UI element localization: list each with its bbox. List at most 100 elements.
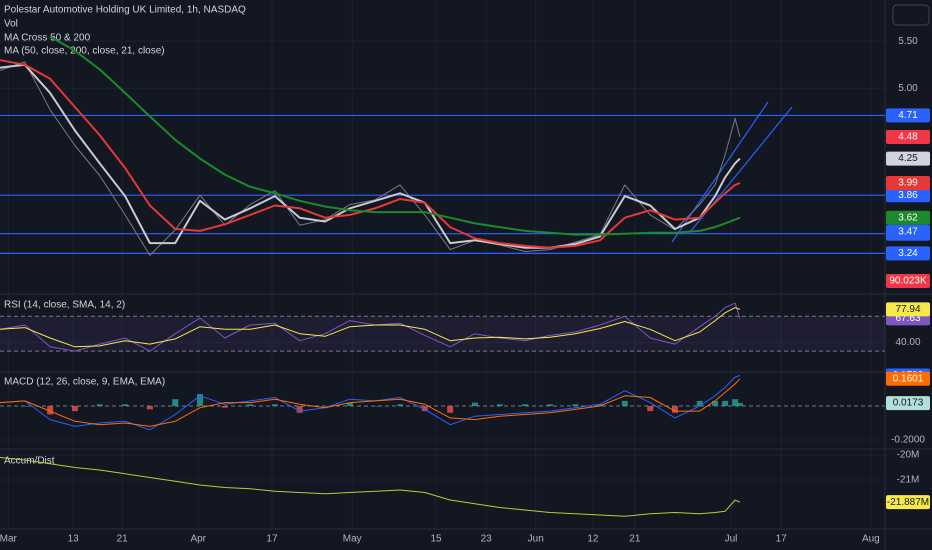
price-tag [886, 495, 930, 510]
indicator-label: MA (50, close, 200, close, 21, close) [4, 46, 165, 57]
histogram-bar [621, 400, 628, 407]
x-tick-label: 21 [117, 534, 129, 545]
price-tag-label: 3.24 [898, 248, 918, 259]
grid [0, 0, 885, 529]
y-tick-label: -0.2000 [891, 435, 925, 446]
histogram-bar [122, 404, 129, 407]
price-tag [886, 302, 930, 317]
y-tick-label: 5.50 [898, 36, 918, 47]
histogram-bar [696, 400, 703, 407]
x-tick-label: Aug [862, 534, 880, 545]
y-tick-label: -21M [897, 475, 920, 486]
histogram-bar [712, 400, 719, 407]
price-tag [886, 151, 930, 166]
pane-title: RSI (14, close, SMA, 14, 2) [4, 300, 125, 311]
histogram-bar [647, 406, 654, 412]
histogram-bar [146, 406, 153, 410]
series-line [0, 61, 741, 256]
price-tag-label: 0.1601 [893, 373, 924, 384]
histogram-bar [197, 394, 204, 407]
series-line [0, 302, 741, 352]
histogram-bar [421, 406, 428, 412]
price-tag [886, 176, 930, 191]
price-tag [886, 188, 930, 203]
histogram-bar [397, 404, 404, 407]
x-tick-label: 15 [430, 534, 442, 545]
histogram-bar [47, 406, 54, 415]
x-tick-label: May [343, 534, 362, 545]
settings-button[interactable] [892, 4, 930, 26]
x-tick-label: Jul [725, 534, 738, 545]
series-line [0, 457, 741, 517]
histogram-bar [372, 406, 379, 407]
price-tag-label: 4.25 [898, 153, 918, 164]
histogram-bar [346, 402, 353, 407]
histogram-bar [572, 404, 579, 407]
histogram-bar [597, 404, 604, 407]
chart-title: Polestar Automotive Holding UK Limited, … [4, 5, 246, 16]
price-tag-label: 3.86 [898, 190, 918, 201]
histogram-bar [221, 406, 228, 408]
price-tag [886, 371, 930, 386]
price-tag-label: 4.48 [898, 132, 918, 143]
histogram-bar [0, 406, 3, 407]
histogram-bar [447, 406, 454, 413]
x-tick-label: 12 [587, 534, 599, 545]
histogram-bar [21, 406, 28, 407]
price-tag [886, 130, 930, 145]
price-tag-label: 67.63 [895, 313, 920, 324]
price-tag [886, 274, 930, 288]
indicator-label: MA Cross 50 & 200 [4, 33, 91, 44]
x-tick-label: 23 [481, 534, 493, 545]
series-line [0, 59, 741, 249]
price-tag [886, 108, 930, 123]
series-line [49, 35, 741, 236]
histogram-bar [71, 406, 78, 412]
x-tick-label: Apr [190, 534, 206, 545]
histogram-bar [471, 402, 478, 407]
series-line [0, 307, 741, 348]
price-tag [886, 224, 930, 239]
histogram-bar [271, 404, 278, 407]
rsi-band [0, 316, 885, 352]
histogram-bar [296, 406, 303, 413]
histogram-bar [732, 399, 739, 407]
histogram-bar [722, 400, 729, 407]
x-tick-label: 17 [266, 534, 278, 545]
y-tick-label: 40.00 [895, 337, 920, 348]
histogram-bar [172, 399, 179, 407]
price-tag-label: -21.887M [887, 497, 929, 508]
price-tag-label: 0.0173 [893, 398, 924, 409]
x-tick-label: Mar [0, 534, 18, 545]
histogram-bar [322, 406, 329, 407]
series-line [0, 63, 741, 249]
y-tick-label: 5.00 [898, 83, 918, 94]
price-tag-label: 3.62 [898, 212, 918, 223]
histogram-bar [496, 404, 503, 407]
x-tick-label: 17 [776, 534, 788, 545]
pane-title: MACD (12, 26, close, 9, EMA, EMA) [4, 377, 165, 388]
histogram-bar [671, 406, 678, 413]
x-tick-label: Jun [528, 534, 544, 545]
price-tag-label: 3.99 [898, 178, 918, 189]
histogram-bar [522, 404, 529, 407]
price-tag-label: 4.71 [898, 110, 918, 121]
x-tick-label: 13 [68, 534, 80, 545]
price-tag [886, 396, 930, 411]
price-tag-label: 77.94 [895, 304, 920, 315]
price-tag-label: 3.47 [898, 226, 918, 237]
price-tag [886, 246, 930, 261]
series-line [0, 378, 741, 427]
histogram-bar [96, 404, 103, 407]
price-tag-label: 90.023K [889, 276, 927, 287]
price-tag [886, 210, 930, 225]
histogram-bar [736, 403, 743, 407]
x-tick-label: 21 [629, 534, 641, 545]
y-tick-label: -20M [897, 450, 920, 461]
histogram-bar [546, 404, 553, 407]
histogram-bar [247, 404, 254, 407]
indicator-label: Vol [4, 19, 18, 30]
